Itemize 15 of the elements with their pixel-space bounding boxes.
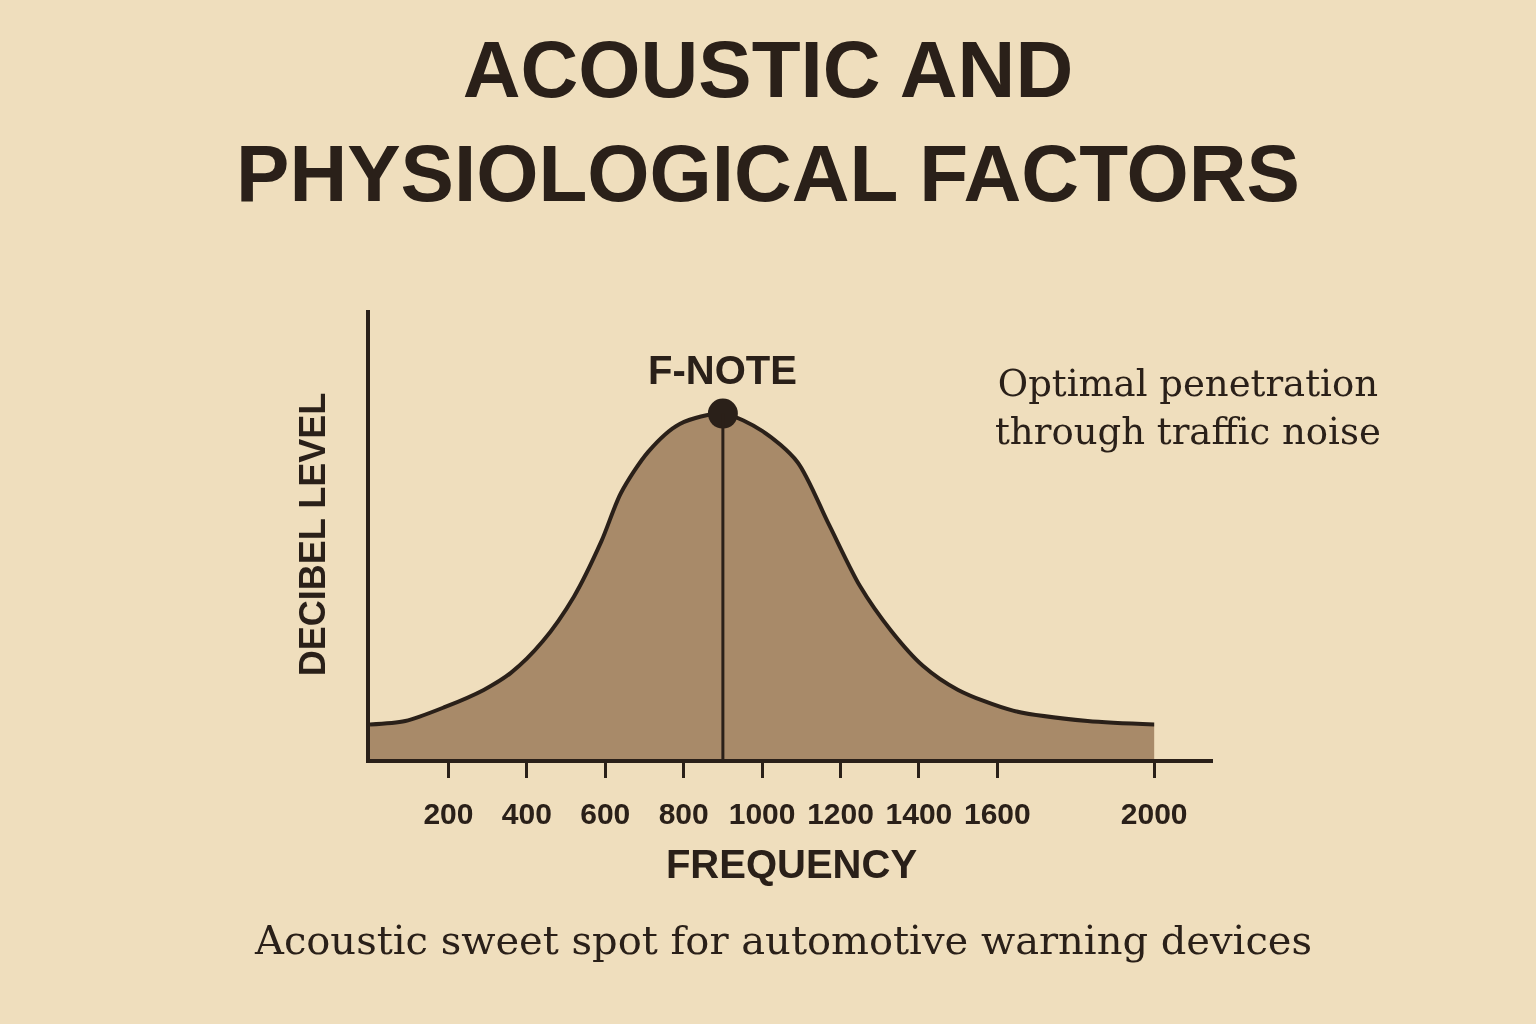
x-axis-title: FREQUENCY: [665, 842, 918, 886]
x-tick-label: 400: [501, 797, 552, 830]
x-tick-label: 1400: [885, 797, 953, 830]
chart-title: ACOUSTIC AND PHYSIOLOGICAL FACTORS: [236, 25, 1300, 219]
x-tick-label: 1000: [728, 797, 796, 830]
annotation: Optimal penetration through traffic noise: [995, 362, 1381, 454]
x-tick-label: 1200: [807, 797, 874, 830]
x-tick-label: 600: [580, 797, 631, 830]
x-tick-label: 1600: [963, 797, 1031, 830]
x-tick-label: 200: [423, 797, 474, 830]
text: Acoustic sweet spot for automotive warning devices: [254, 917, 1313, 963]
ref-line-label: F-NOTE: [648, 348, 797, 392]
y-axis-title: DECIBEL LEVEL: [292, 392, 334, 677]
x-tick-label: 2000: [1120, 797, 1188, 830]
x-tick-label: 800: [658, 797, 709, 830]
